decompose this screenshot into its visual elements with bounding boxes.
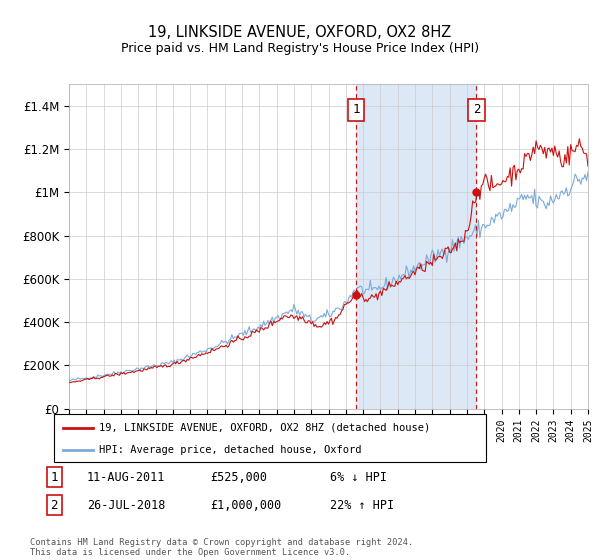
- Text: 2: 2: [473, 104, 480, 116]
- Text: 19, LINKSIDE AVENUE, OXFORD, OX2 8HZ (detached house): 19, LINKSIDE AVENUE, OXFORD, OX2 8HZ (de…: [99, 423, 430, 433]
- Text: Contains HM Land Registry data © Crown copyright and database right 2024.
This d: Contains HM Land Registry data © Crown c…: [30, 538, 413, 557]
- Text: 22% ↑ HPI: 22% ↑ HPI: [330, 498, 394, 512]
- Text: £1,000,000: £1,000,000: [210, 498, 281, 512]
- Text: 2: 2: [50, 498, 58, 512]
- Text: HPI: Average price, detached house, Oxford: HPI: Average price, detached house, Oxfo…: [99, 445, 361, 455]
- Text: 11-AUG-2011: 11-AUG-2011: [87, 470, 166, 484]
- Text: 1: 1: [50, 470, 58, 484]
- Text: 1: 1: [352, 104, 359, 116]
- Text: 6% ↓ HPI: 6% ↓ HPI: [330, 470, 387, 484]
- Text: 19, LINKSIDE AVENUE, OXFORD, OX2 8HZ: 19, LINKSIDE AVENUE, OXFORD, OX2 8HZ: [148, 25, 452, 40]
- Bar: [356, 84, 476, 409]
- Text: Price paid vs. HM Land Registry's House Price Index (HPI): Price paid vs. HM Land Registry's House …: [121, 42, 479, 55]
- Text: 26-JUL-2018: 26-JUL-2018: [87, 498, 166, 512]
- Text: £525,000: £525,000: [210, 470, 267, 484]
